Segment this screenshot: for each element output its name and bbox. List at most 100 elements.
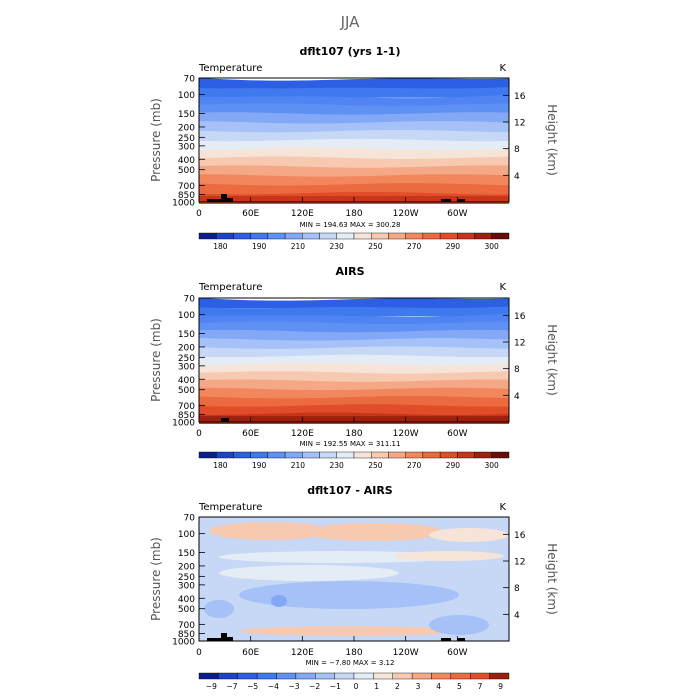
colorbar-swatch	[336, 451, 355, 459]
min-max-text: MIN = −7.80 MAX = 3.12	[306, 659, 395, 667]
colorbar-label: 180	[213, 242, 228, 251]
diff-blob	[204, 600, 234, 618]
colorbar-label: 180	[213, 461, 228, 470]
diff-blob	[239, 626, 459, 636]
right-axis: 16 12 8 4	[503, 312, 526, 402]
colorbar-swatch	[302, 232, 320, 240]
contour-band	[199, 371, 509, 383]
topography	[457, 199, 465, 202]
colorbar-swatch	[405, 232, 424, 240]
units-label: K	[499, 282, 506, 293]
colorbar-swatch	[250, 232, 269, 240]
colorbar-swatch	[256, 672, 277, 680]
y-right-tick-label: 8	[514, 145, 520, 155]
diff-blob	[271, 595, 287, 607]
panel-diff: dflt107 - AIRS Temperature K 70100150200…	[149, 484, 559, 691]
contour-band	[199, 86, 509, 98]
y-tick-label: 200	[178, 562, 195, 572]
y-axis-label-right: Height (km)	[545, 543, 559, 614]
colorbar-label: 4	[436, 682, 441, 691]
y-right-tick-label: 4	[514, 392, 520, 402]
topography	[441, 199, 451, 202]
colorbar-swatch	[198, 672, 219, 680]
y-tick-label: 850	[178, 191, 195, 201]
diff-blob	[219, 565, 399, 581]
x-tick-label: 120W	[393, 209, 419, 219]
x-tick-label: 60W	[447, 429, 467, 439]
colorbar-label: 230	[329, 242, 344, 251]
y-tick-label: 500	[178, 386, 195, 396]
colorbar-swatch	[336, 232, 355, 240]
y-tick-label: 400	[178, 376, 195, 386]
y-right-tick-label: 12	[514, 339, 525, 349]
colorbar-label: 210	[291, 242, 306, 251]
contour-field	[199, 78, 509, 204]
colorbar-label: 290	[446, 242, 461, 251]
colorbar-swatch	[334, 672, 355, 680]
colorbar-swatch	[267, 232, 286, 240]
colorbar-label: 230	[329, 461, 344, 470]
colorbar-swatch	[457, 232, 475, 240]
colorbar-label: 250	[368, 461, 383, 470]
y-tick-label: 150	[178, 549, 195, 559]
topography	[221, 418, 229, 422]
x-tick-label: 120E	[291, 209, 314, 219]
y-tick-label: 850	[178, 411, 195, 421]
colorbar-swatch	[405, 451, 424, 459]
contour-band	[199, 156, 509, 169]
colorbar-swatch	[353, 451, 372, 459]
colorbar-label: 2	[395, 682, 400, 691]
contour-band	[199, 138, 509, 151]
y-tick-label: 300	[178, 362, 195, 372]
colorbar-swatch	[411, 672, 432, 680]
colorbar-swatch	[233, 451, 251, 459]
x-tick-label: 0	[196, 648, 202, 658]
x-tick-label: 60W	[447, 209, 467, 219]
colorbar-swatch	[388, 451, 406, 459]
x-axis: 0 60E 120E 180 120W 60W	[196, 417, 468, 439]
min-max-text: MIN = 194.63 MAX = 300.28	[300, 221, 401, 229]
colorbar-label: 270	[407, 461, 422, 470]
colorbar-label: 3	[416, 682, 421, 691]
colorbar-swatch	[216, 451, 234, 459]
diff-blob	[429, 528, 509, 542]
y-tick-label: 100	[178, 311, 195, 321]
diff-blob	[394, 551, 504, 561]
right-axis: 16 12 8 4	[503, 531, 526, 621]
contour-band	[199, 129, 509, 142]
variable-label: Temperature	[198, 502, 262, 513]
colorbar-swatch	[302, 451, 320, 459]
y-tick-label: 200	[178, 123, 195, 133]
contour-band	[199, 183, 509, 196]
colorbar-label: 9	[498, 682, 503, 691]
y-tick-label: 70	[184, 75, 196, 85]
y-axis-label-right: Height (km)	[545, 324, 559, 395]
colorbar-swatch	[319, 451, 337, 459]
colorbar-swatch	[315, 672, 335, 680]
x-tick-label: 180	[345, 209, 362, 219]
colorbar-swatch	[422, 232, 441, 240]
colorbar-label: 300	[484, 242, 499, 251]
colorbar-swatch	[431, 672, 452, 680]
x-tick-label: 0	[196, 429, 202, 439]
x-tick-label: 60W	[447, 648, 467, 658]
figure-title: JJA	[340, 13, 361, 31]
contour-band	[199, 306, 509, 317]
y-tick-label: 150	[178, 110, 195, 120]
y-tick-label: 300	[178, 142, 195, 152]
x-tick-label: 60E	[242, 209, 259, 219]
x-tick-label: 120E	[291, 429, 314, 439]
diff-blob	[239, 581, 459, 609]
colorbar-swatch	[474, 451, 492, 459]
contour-field	[199, 517, 509, 641]
colorbar-swatch	[470, 672, 490, 680]
contour-band	[199, 103, 509, 116]
right-axis: 16 12 8 4	[503, 92, 526, 182]
contour-band	[199, 396, 509, 408]
contour-band	[199, 354, 509, 367]
colorbar: −9 −7 −5 −4 −3 −2 −1 0 1 2 3 4 5 7 9	[198, 672, 510, 691]
x-axis: 0 60E 120E 180 120W 60W	[196, 636, 468, 658]
y-tick-label: 1000	[172, 419, 195, 429]
colorbar: 180 190 210 230 250 270 290 300	[198, 451, 510, 470]
